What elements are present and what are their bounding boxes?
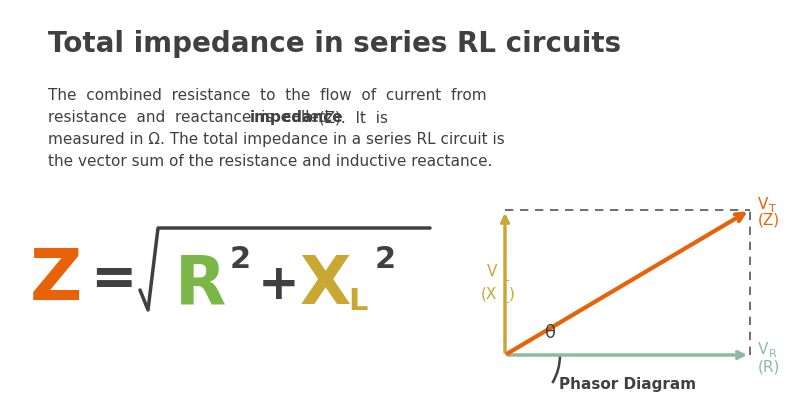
Text: measured in Ω. The total impedance in a series RL circuit is: measured in Ω. The total impedance in a … [48, 132, 505, 147]
Text: X: X [300, 252, 351, 318]
Text: Z: Z [30, 245, 82, 314]
Text: (X: (X [480, 286, 497, 301]
Text: Phasor Diagram: Phasor Diagram [559, 377, 696, 392]
Text: T: T [769, 204, 775, 214]
Text: the vector sum of the resistance and inductive reactance.: the vector sum of the resistance and ind… [48, 154, 492, 169]
Text: The  combined  resistance  to  the  flow  of  current  from: The combined resistance to the flow of c… [48, 88, 487, 103]
Text: V: V [487, 264, 497, 279]
Text: (R): (R) [758, 359, 780, 375]
Text: L: L [348, 288, 368, 316]
Text: L: L [503, 273, 509, 283]
Text: θ: θ [545, 324, 556, 342]
Text: Total impedance in series RL circuits: Total impedance in series RL circuits [48, 30, 621, 58]
Text: (Z).  It  is: (Z). It is [310, 110, 388, 125]
Text: 2: 2 [375, 245, 396, 275]
Text: impedance: impedance [250, 110, 343, 125]
Text: L: L [503, 295, 509, 305]
Text: (Z): (Z) [758, 212, 780, 227]
Text: V: V [758, 197, 768, 212]
Text: ): ) [509, 286, 515, 301]
Text: +: + [258, 261, 300, 309]
Text: resistance  and  reactance  is  called: resistance and reactance is called [48, 110, 339, 125]
Text: R: R [175, 252, 226, 318]
Text: 2: 2 [230, 245, 251, 275]
Text: R: R [769, 349, 777, 359]
Text: =: = [90, 253, 136, 307]
Text: V: V [758, 342, 768, 357]
